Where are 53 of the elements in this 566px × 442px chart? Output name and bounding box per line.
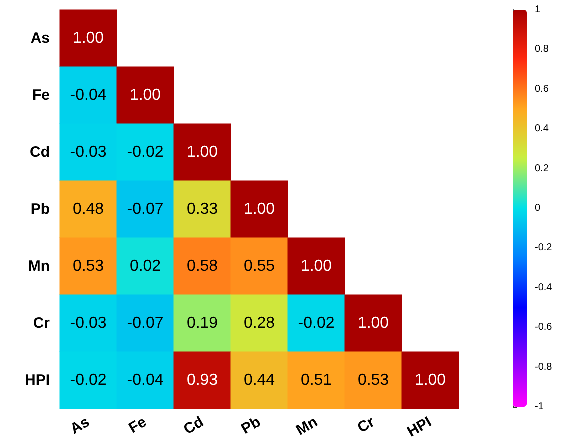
data-label: -0.02 [127, 144, 164, 161]
data-label: 0.53 [358, 372, 390, 389]
data-label: -0.04 [127, 372, 164, 389]
data-label: 1.00 [414, 372, 446, 389]
color-bar-label: 0.2 [535, 163, 550, 174]
data-label: 0.44 [244, 372, 276, 389]
data-label: 0.02 [130, 258, 162, 275]
data-label: 1.00 [358, 315, 390, 332]
data-label: -0.02 [298, 315, 335, 332]
y-tick-label: Fe [32, 87, 50, 104]
data-label: 1.00 [130, 87, 162, 104]
data-label: 0.19 [186, 315, 218, 332]
color-bar-label: -0.2 [535, 242, 553, 254]
color-bar-label: 0.4 [535, 124, 550, 135]
data-label: 0.51 [300, 372, 332, 389]
data-label: 0.28 [244, 315, 276, 332]
data-label: 0.55 [244, 258, 276, 275]
color-bar-label: 0.8 [535, 44, 550, 56]
y-tick-label: HPI [24, 372, 50, 389]
data-label: 0.53 [72, 258, 104, 275]
data-label: -0.03 [70, 315, 107, 332]
color-bar-label: -0.4 [535, 282, 553, 294]
data-label: -0.07 [127, 315, 164, 332]
color-bar-label: 0.6 [535, 84, 550, 95]
y-tick-label: Pb [30, 201, 50, 218]
data-label: 0.48 [72, 201, 104, 218]
y-tick-label: Mn [28, 258, 50, 275]
color-bar-label: -0.6 [535, 322, 553, 334]
color-bar-label: 0 [535, 203, 541, 214]
x-tick-label: Fe [126, 414, 150, 438]
x-tick-label: As [68, 414, 93, 438]
data-label: 0.58 [186, 258, 218, 275]
data-label: -0.02 [70, 372, 107, 389]
y-tick-label: As [30, 30, 50, 47]
data-label: -0.07 [127, 201, 164, 218]
data-label: 0.33 [186, 201, 218, 218]
color-bar-label: -0.8 [535, 362, 553, 373]
data-label: -0.04 [70, 87, 107, 104]
data-label: 1.00 [244, 201, 276, 218]
y-tick-label: Cr [33, 315, 50, 332]
color-bar-label: -1 [535, 402, 544, 412]
x-tick-label: Cd [180, 414, 207, 438]
x-tick-label: HPI [404, 414, 435, 441]
data-label: 1.00 [300, 258, 332, 275]
y-tick-label: Cd [30, 144, 50, 161]
x-tick-label: Pb [238, 414, 264, 438]
data-label: -0.03 [70, 144, 107, 161]
data-label: 1.00 [186, 144, 218, 161]
x-tick-label: Cr [354, 414, 378, 437]
data-label: 1.00 [72, 30, 104, 47]
color-bar-label: 1 [535, 4, 541, 16]
x-tick-label: Mn [294, 414, 321, 440]
data-label: 0.93 [186, 372, 218, 389]
